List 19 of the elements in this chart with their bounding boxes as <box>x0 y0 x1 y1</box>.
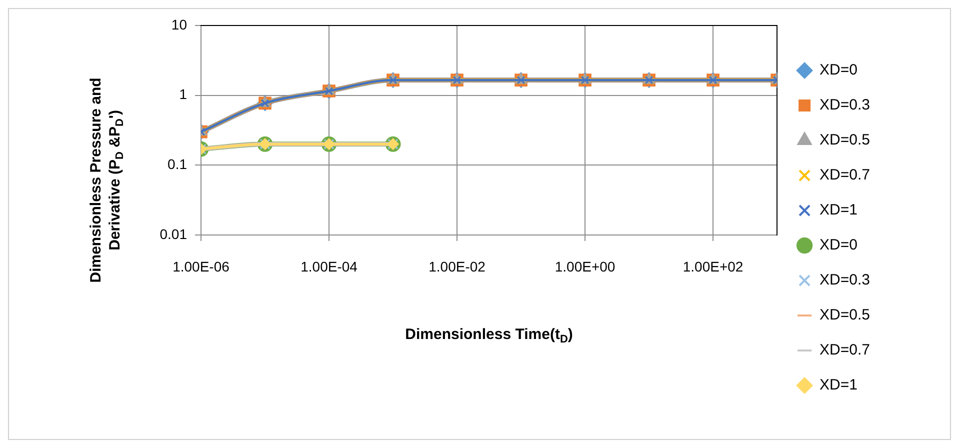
legend-label: XD=0.7 <box>820 166 870 184</box>
y-tick-label: 10 <box>171 16 188 32</box>
y-tick-label: 0.01 <box>160 226 188 242</box>
legend-label: XD=0.5 <box>820 306 870 324</box>
legend-label: XD=1 <box>820 202 858 219</box>
x-tick-label: 1.00E-06 <box>172 258 230 274</box>
y-tick-label: 0.1 <box>168 156 188 172</box>
legend-label: XD=0.7 <box>820 342 870 359</box>
legend-label: XD=0 <box>820 62 858 79</box>
legend-label: XD=1 <box>820 376 858 394</box>
y-tick-label: 1 <box>179 86 188 102</box>
x-tick-label: 1.00E-04 <box>300 258 358 274</box>
legend-label: XD=0.3 <box>820 272 870 289</box>
x-tick-label: 1.00E+02 <box>682 258 744 274</box>
x-tick-label: 1.00E+00 <box>554 258 616 274</box>
legend-label: XD=0 <box>820 236 858 254</box>
legend-label: XD=0.3 <box>820 96 870 114</box>
x-tick-label: 1.00E-02 <box>428 258 486 274</box>
legend-label: XD=0.5 <box>820 132 870 149</box>
